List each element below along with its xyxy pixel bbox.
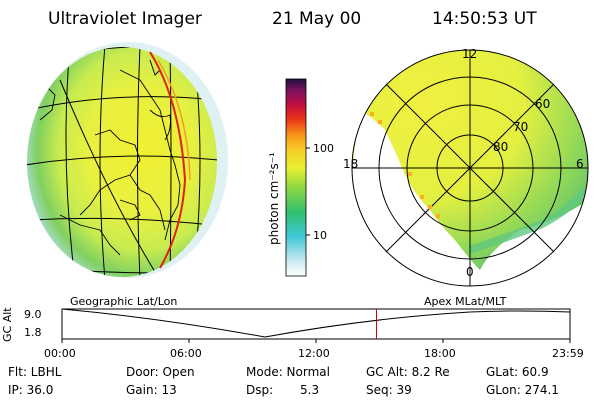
status-glon: GLon: 274.1 xyxy=(486,383,559,397)
orbit-ytick-1.8: 1.8 xyxy=(24,326,42,339)
status-dsp-label: Dsp: xyxy=(246,383,274,397)
orbit-xtick-1800: 18:00 xyxy=(424,347,456,360)
orbit-ylabel: GC Alt xyxy=(1,307,14,342)
status-door: Door: Open xyxy=(126,365,195,379)
coastlines xyxy=(39,59,181,256)
instrument-title: Ultraviolet Imager xyxy=(48,9,202,29)
mlt-label-18: 18 xyxy=(343,157,359,171)
status-gain: Gain: 13 xyxy=(126,383,177,397)
orbit-xtick-1200: 12:00 xyxy=(298,347,330,360)
orbit-xtick-0000: 00:00 xyxy=(44,347,76,360)
geographic-image xyxy=(27,42,228,278)
status-mode: Mode: Normal xyxy=(246,365,330,379)
colorbar-unit-label: photon cm⁻²s⁻¹ xyxy=(267,152,281,245)
lat-label-60: 60 xyxy=(535,97,551,111)
status-flt: Flt: LBHL xyxy=(8,365,62,379)
status-seq: Seq: 39 xyxy=(366,383,412,397)
status-gc-alt: GC Alt: 8.2 Re xyxy=(366,365,450,379)
status-dsp-value: 5.3 xyxy=(300,383,320,397)
mlt-label-0: 0 xyxy=(466,265,474,279)
status-glat: GLat: 60.9 xyxy=(486,365,549,379)
polar-image xyxy=(351,49,589,287)
apex-caption: Apex MLat/MLT xyxy=(424,295,507,308)
orbit-xtick-2359: 23:59 xyxy=(552,347,584,360)
orbit-xtick-0600: 06:00 xyxy=(170,347,202,360)
date-label: 21 May 00 xyxy=(272,9,362,29)
geographic-caption: Geographic Lat/Lon xyxy=(70,295,178,308)
orbit-ytick-9: 9.0 xyxy=(24,308,42,321)
mlt-label-12: 12 xyxy=(462,47,478,61)
colorbar-tick-100: 100 xyxy=(313,142,334,155)
lat-label-80: 80 xyxy=(493,140,509,154)
mlt-label-6: 6 xyxy=(576,157,584,171)
status-ip: IP: 36.0 xyxy=(8,383,54,397)
time-label: 14:50:53 UT xyxy=(432,9,537,29)
orbit-panel xyxy=(61,308,571,343)
lat-label-70: 70 xyxy=(513,120,529,134)
polar-grid xyxy=(351,49,589,287)
colorbar xyxy=(285,78,310,277)
colorbar-tick-10: 10 xyxy=(313,229,327,242)
